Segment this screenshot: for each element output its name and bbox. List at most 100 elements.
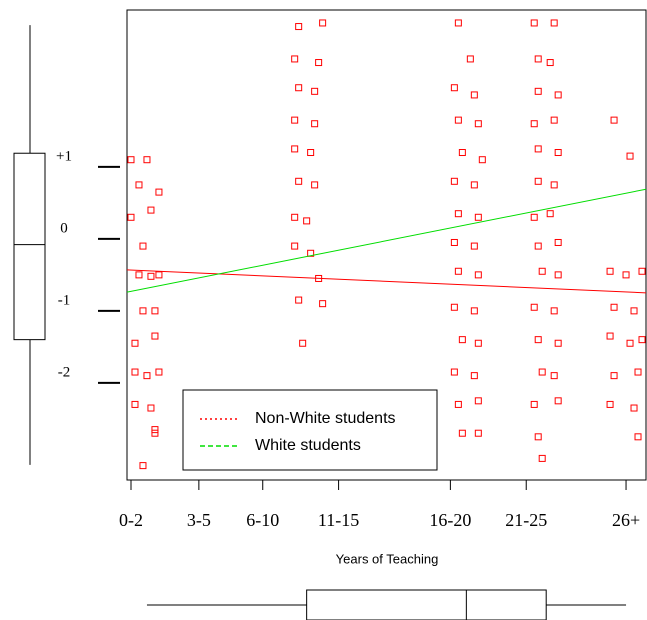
- point: [474, 271, 482, 279]
- x-tick-label: 3-5: [187, 510, 211, 530]
- legend: [182, 389, 438, 471]
- point: [534, 177, 542, 185]
- point: [474, 120, 482, 128]
- plot-frame: [126, 9, 647, 481]
- x-tick-label: 0-2: [119, 510, 143, 530]
- point: [546, 210, 554, 218]
- point: [534, 87, 542, 95]
- point: [550, 307, 558, 315]
- x-tick-label: 21-25: [505, 510, 547, 530]
- point: [307, 249, 315, 257]
- point: [474, 339, 482, 347]
- point: [127, 213, 135, 221]
- point: [534, 55, 542, 63]
- point: [474, 429, 482, 437]
- point: [295, 23, 303, 31]
- point: [135, 271, 143, 279]
- point: [534, 336, 542, 344]
- point: [155, 188, 163, 196]
- point: [550, 19, 558, 27]
- point: [478, 156, 486, 164]
- fit-line: [126, 188, 647, 293]
- point: [638, 267, 646, 275]
- point: [454, 19, 462, 27]
- point: [630, 307, 638, 315]
- point: [550, 116, 558, 124]
- point: [530, 120, 538, 128]
- point: [315, 59, 323, 67]
- point: [606, 267, 614, 275]
- point: [131, 339, 139, 347]
- y-tick-label: -1: [58, 292, 71, 308]
- point: [538, 267, 546, 275]
- point: [458, 149, 466, 157]
- point: [143, 156, 151, 164]
- point: [470, 181, 478, 189]
- point: [155, 271, 163, 279]
- point: [630, 404, 638, 412]
- point: [147, 206, 155, 214]
- point: [135, 181, 143, 189]
- point: [450, 177, 458, 185]
- point: [458, 429, 466, 437]
- point: [450, 368, 458, 376]
- x-tick-label: 11-15: [318, 510, 359, 530]
- point: [606, 400, 614, 408]
- point: [450, 84, 458, 92]
- point: [538, 368, 546, 376]
- point: [295, 177, 303, 185]
- point: [450, 303, 458, 311]
- point: [634, 368, 642, 376]
- point: [554, 149, 562, 157]
- point: [534, 433, 542, 441]
- point: [554, 339, 562, 347]
- point: [454, 210, 462, 218]
- point: [147, 404, 155, 412]
- point: [554, 271, 562, 279]
- point: [291, 213, 299, 221]
- point: [534, 242, 542, 250]
- legend-label: White students: [255, 437, 361, 454]
- point: [151, 307, 159, 315]
- x-tick-label: 6-10: [246, 510, 279, 530]
- point: [530, 213, 538, 221]
- point: [295, 296, 303, 304]
- point: [634, 433, 642, 441]
- point: [319, 300, 327, 308]
- point: [470, 307, 478, 315]
- point: [538, 454, 546, 462]
- point: [454, 400, 462, 408]
- point: [303, 217, 311, 225]
- point: [295, 84, 303, 92]
- point: [458, 336, 466, 344]
- point: [470, 242, 478, 250]
- point: [155, 368, 163, 376]
- point: [139, 242, 147, 250]
- point: [606, 332, 614, 340]
- legend-label: Non-White students: [255, 410, 396, 427]
- box: [13, 152, 46, 341]
- point: [554, 397, 562, 405]
- point: [530, 303, 538, 311]
- point: [530, 19, 538, 27]
- point: [554, 238, 562, 246]
- point: [466, 55, 474, 63]
- point: [450, 238, 458, 246]
- point: [291, 242, 299, 250]
- point: [139, 307, 147, 315]
- point: [131, 400, 139, 408]
- point: [474, 397, 482, 405]
- y-tick-label: -2: [58, 364, 71, 380]
- point: [622, 271, 630, 279]
- y-tick-label: 0: [60, 220, 68, 236]
- x-tick-label: 16-20: [429, 510, 471, 530]
- x-axis-label: Years of Teaching: [336, 551, 439, 566]
- point: [151, 429, 159, 437]
- point: [291, 116, 299, 124]
- point: [127, 156, 135, 164]
- point: [610, 116, 618, 124]
- point: [626, 339, 634, 347]
- point: [311, 120, 319, 128]
- point: [319, 19, 327, 27]
- point: [626, 152, 634, 160]
